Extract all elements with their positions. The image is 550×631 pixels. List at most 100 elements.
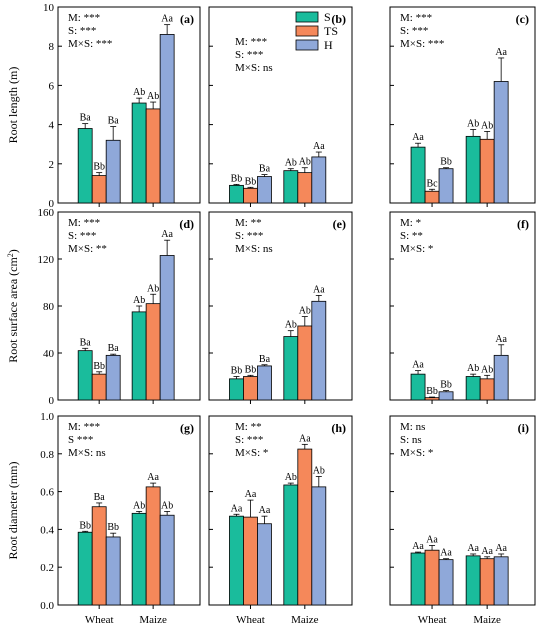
data-label: Ab bbox=[133, 500, 145, 511]
legend-swatch bbox=[295, 25, 319, 37]
data-label: Ab bbox=[467, 119, 479, 130]
data-label: Ba bbox=[94, 492, 106, 503]
data-label: Aa bbox=[259, 505, 271, 516]
bar bbox=[479, 558, 495, 606]
data-label: Bc bbox=[426, 178, 438, 189]
data-label: Ba bbox=[108, 116, 120, 127]
stat-annotation: M: ns bbox=[400, 421, 425, 433]
y-tick-label: 0.0 bbox=[40, 600, 54, 612]
data-label: Aa bbox=[495, 334, 507, 345]
bar bbox=[493, 354, 509, 401]
data-label: Ba bbox=[259, 164, 271, 175]
bar bbox=[145, 486, 161, 606]
stat-annotation: M: *** bbox=[235, 36, 267, 48]
panel-label: (b) bbox=[331, 12, 346, 26]
data-label: Bb bbox=[79, 520, 91, 531]
data-label: Aa bbox=[161, 14, 173, 25]
y-tick-label: 80 bbox=[43, 301, 55, 313]
bar bbox=[493, 81, 509, 204]
y-tick-label: 0.4 bbox=[40, 524, 54, 536]
stat-annotation: M: ** bbox=[235, 421, 262, 433]
y-tick-label: 40 bbox=[43, 348, 55, 360]
bar bbox=[493, 556, 509, 606]
data-label: Aa bbox=[467, 543, 479, 554]
stat-annotation: M: *** bbox=[400, 12, 432, 24]
data-label: Aa bbox=[481, 546, 493, 557]
data-label: Ab bbox=[133, 87, 145, 98]
y-tick-label: 0.8 bbox=[40, 449, 54, 461]
data-label: Bb bbox=[245, 364, 257, 375]
x-tick-label: Maize bbox=[473, 614, 501, 626]
data-label: Ba bbox=[80, 113, 92, 124]
data-label: Ab bbox=[285, 320, 297, 331]
panel-label: (d) bbox=[179, 217, 194, 231]
data-label: Ab bbox=[147, 283, 159, 294]
data-label: Aa bbox=[147, 472, 159, 483]
bar bbox=[283, 336, 299, 401]
bar bbox=[438, 168, 454, 204]
stat-annotation: S: *** bbox=[235, 230, 263, 242]
bar bbox=[159, 34, 175, 204]
bar bbox=[283, 170, 299, 204]
data-label: Aa bbox=[426, 534, 438, 545]
data-label: Bb bbox=[231, 173, 243, 184]
data-label: Aa bbox=[495, 543, 507, 554]
stat-annotation: S: ** bbox=[400, 230, 423, 242]
bar bbox=[438, 559, 454, 606]
x-tick-label: Maize bbox=[291, 614, 319, 626]
data-label: Aa bbox=[245, 489, 257, 500]
bar bbox=[297, 172, 313, 204]
y-tick-label: 1.0 bbox=[40, 411, 54, 423]
bar bbox=[145, 108, 161, 204]
y-tick-label: 0 bbox=[49, 198, 55, 210]
data-label: Ba bbox=[80, 337, 92, 348]
bar bbox=[243, 516, 258, 606]
bar bbox=[91, 506, 107, 606]
bar bbox=[257, 523, 272, 606]
y-axis-title: Root length (m) bbox=[6, 67, 20, 144]
bar bbox=[77, 350, 93, 401]
data-label: Aa bbox=[231, 503, 243, 514]
bar bbox=[311, 300, 327, 401]
stat-annotation: M: *** bbox=[68, 421, 100, 433]
panel-frame bbox=[57, 415, 201, 606]
x-tick-label: Wheat bbox=[236, 614, 265, 626]
data-label: Ab bbox=[467, 363, 479, 374]
bar bbox=[77, 531, 93, 606]
panel-label: (i) bbox=[518, 421, 529, 435]
bar bbox=[77, 128, 93, 204]
data-label: Ba bbox=[108, 343, 120, 354]
data-label: Bb bbox=[93, 361, 105, 372]
data-label: Bb bbox=[426, 386, 438, 397]
data-label: Ab bbox=[313, 465, 325, 476]
data-label: Bb bbox=[245, 176, 257, 187]
x-tick-label: Wheat bbox=[418, 614, 447, 626]
data-label: Ab bbox=[285, 158, 297, 169]
data-label: Aa bbox=[412, 132, 424, 143]
legend-swatch bbox=[295, 11, 319, 23]
y-tick-label: 0 bbox=[49, 395, 55, 407]
bar bbox=[131, 102, 147, 204]
stat-annotation: S *** bbox=[68, 434, 93, 446]
stat-annotation: S: *** bbox=[235, 49, 263, 61]
data-label: Ab bbox=[161, 500, 173, 511]
stat-annotation: S: *** bbox=[400, 25, 428, 37]
bar bbox=[465, 135, 481, 204]
panel-label: (h) bbox=[331, 421, 346, 435]
data-label: Ab bbox=[133, 295, 145, 306]
data-label: Ab bbox=[299, 306, 311, 317]
y-tick-label: 120 bbox=[38, 254, 55, 266]
x-tick-label: Maize bbox=[139, 614, 167, 626]
bar bbox=[159, 255, 175, 401]
data-label: Ab bbox=[299, 157, 311, 168]
bar bbox=[311, 156, 327, 204]
stat-annotation: S: *** bbox=[68, 25, 96, 37]
stat-annotation: M×S: ns bbox=[68, 447, 106, 459]
bar bbox=[424, 190, 440, 204]
bar bbox=[424, 549, 440, 606]
stat-annotation: M: *** bbox=[68, 217, 100, 229]
panel-frame bbox=[208, 6, 353, 204]
y-tick-label: 8 bbox=[49, 41, 55, 53]
panel-label: (e) bbox=[333, 217, 346, 231]
